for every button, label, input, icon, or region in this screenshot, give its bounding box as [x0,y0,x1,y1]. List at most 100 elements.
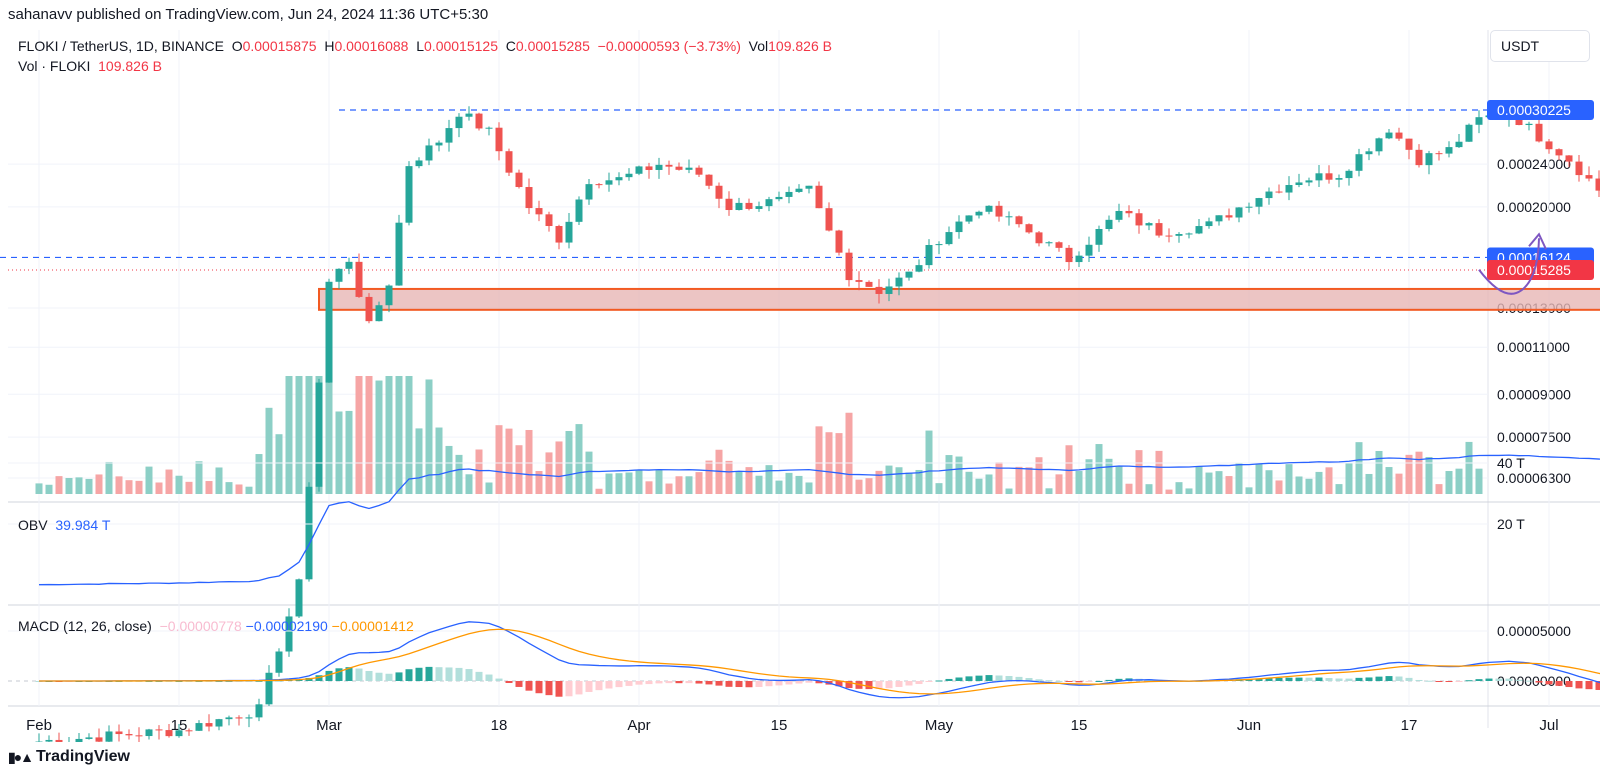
vol-value: 109.826 B [768,38,832,54]
volume-bar [415,428,423,494]
volume-bar [1215,471,1223,494]
candle-body [195,723,203,731]
macd-histogram-bar [555,681,563,697]
volume-bar [1305,478,1313,494]
macd-histogram-bar [895,681,903,687]
macd-histogram-bar [255,680,263,682]
macd-histogram-bar [775,681,783,686]
volume-bar [905,472,913,494]
candle-body [1075,255,1083,263]
high-label: H [324,38,335,54]
candle-body [875,286,883,294]
candle-body [725,198,733,211]
candle-body [455,116,463,129]
macd-histogram-bar [535,681,543,694]
macd-histogram-bar [875,681,883,690]
macd-legend: MACD (12, 26, close) −0.00000778 −0.0000… [18,618,414,634]
macd-line-value: −0.00002190 [245,618,328,634]
volume-bar [745,467,753,494]
volume-bar [65,478,73,494]
candle-body [155,729,163,731]
candle-body [1535,123,1543,142]
obv-label[interactable]: OBV [18,517,48,533]
volume-bar [235,484,243,494]
macd-histogram-bar [755,681,763,687]
macd-histogram-bar [925,681,933,682]
low-label: L [416,38,425,54]
volume-bar [1205,472,1213,494]
volume-bar [915,469,923,494]
candle-body [705,174,713,186]
time-axis-label: May [925,717,954,734]
volume-bar [785,472,793,494]
volume-bar [795,475,803,494]
macd-histogram-bar [1505,678,1513,681]
tradingview-logo[interactable]: ▮●▲ TradingView [8,748,130,766]
candle-body [785,191,793,197]
macd-histogram-bar [515,681,523,687]
candle-body [425,145,433,161]
macd-histogram-bar [315,675,323,681]
symbol-name[interactable]: FLOKI / TetherUS, 1D, BINANCE [18,38,224,54]
macd-histogram-bar [1575,681,1583,689]
candle-body [595,184,603,186]
macd-histogram-bar [35,681,43,682]
volume-bar [935,483,943,494]
macd-histogram-bar [505,681,513,684]
volume-bar [1455,468,1463,494]
volume-bar [385,376,393,494]
macd-histogram-bar [435,667,443,681]
volume-bar [375,380,383,494]
candle-body [175,730,183,737]
volume-bar [1355,442,1363,494]
candle-body [385,285,393,306]
obv-value: 39.984 T [55,517,111,533]
volume-bar [1055,474,1063,494]
volume-bar [705,460,713,494]
macd-histogram-bar [245,680,253,682]
volume-bar [205,481,213,494]
volume-indicator-label[interactable]: Vol · FLOKI [18,58,91,74]
currency-scale-button[interactable]: USDT [1490,30,1590,62]
candle-body [1115,210,1123,220]
obv-tick-label: 40 T [1497,455,1525,471]
candle-body [675,166,683,170]
volume-bar [425,379,433,494]
volume-bar [1195,466,1203,494]
volume-bar [655,470,663,494]
macd-label[interactable]: MACD (12, 26, close) [18,618,152,634]
volume-bar [585,451,593,494]
candle-body [235,717,243,719]
candle-body [765,199,773,207]
candle-body [215,719,223,727]
candle-body [1145,223,1153,226]
volume-bar [855,479,863,494]
volume-bar [355,376,363,494]
macd-histogram-bar [695,681,703,684]
volume-bar [775,480,783,494]
volume-bar [465,474,473,494]
candle-body [1465,124,1473,142]
last-price-tag-bg [1487,260,1594,281]
volume-bar [1125,483,1133,494]
volume-bar [545,452,553,494]
candle-body [1275,191,1283,193]
low-value: 0.00015125 [424,38,498,54]
volume-bar [755,475,763,494]
candle-body [75,738,83,743]
macd-histogram-bar [325,670,333,681]
macd-histogram-bar [645,681,653,685]
volume-bar [1105,458,1113,494]
volume-bar [1075,471,1083,494]
volume-bar [875,470,883,494]
macd-histogram-bar [785,681,793,685]
volume-bar [265,407,273,494]
volume-bar [1265,470,1273,494]
macd-histogram-bar [1425,680,1433,682]
obv-tick-label: 20 T [1497,516,1525,532]
volume-bar [835,433,843,494]
candle-body [575,199,583,222]
volume-bar [965,471,973,494]
candle-body [1185,233,1193,235]
